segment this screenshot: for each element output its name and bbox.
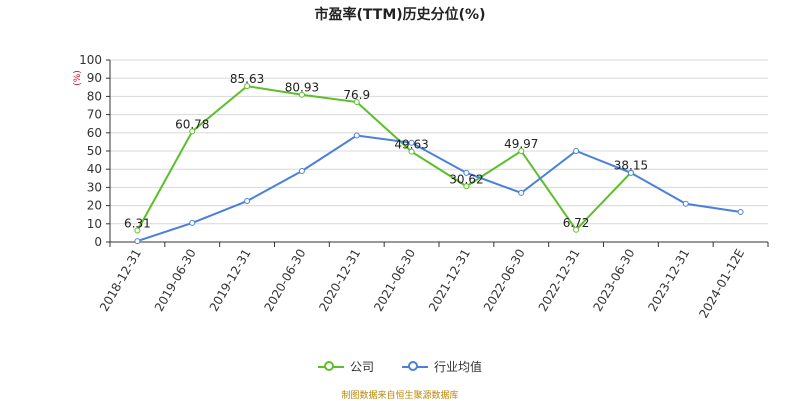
legend-label-industry-average: 行业均值 [434, 360, 483, 374]
x-tick-label: 2018-12-31 [97, 247, 144, 314]
x-tick-label: 2019-12-31 [207, 247, 254, 314]
y-unit-label: (%) [73, 70, 83, 86]
y-tick-label: 40 [87, 162, 102, 176]
x-tick-label: 2023-06-30 [591, 247, 638, 314]
y-tick-label: 100 [79, 53, 102, 67]
series-point-1 [244, 198, 251, 205]
data-label: 49.63 [394, 138, 428, 152]
series-point-1 [518, 189, 525, 196]
chart-title: 市盈率(TTM)历史分位(%) [314, 7, 486, 23]
series-point-1 [189, 219, 196, 226]
y-tick-label: 10 [87, 217, 102, 231]
series-point-1 [573, 148, 580, 154]
data-label: 38.15 [614, 159, 648, 173]
series-point-0 [463, 183, 470, 190]
series-point-0 [573, 226, 580, 233]
x-tick-label: 2021-12-31 [426, 247, 473, 314]
data-label: 30.62 [449, 172, 483, 186]
y-tick-label: 0 [94, 235, 102, 249]
series-point-1 [463, 169, 470, 176]
data-label: 60.78 [175, 117, 209, 131]
source-note: 制图数据来自恒生聚源数据库 [341, 391, 459, 401]
series-point-0 [189, 128, 196, 135]
x-tick-label: 2024-01-12E [696, 247, 747, 321]
x-tick-label: 2022-12-31 [536, 247, 583, 314]
legend-swatch-industry-average [402, 360, 428, 373]
series-point-1 [737, 208, 744, 215]
series-point-1 [298, 168, 305, 175]
legend-label-company: 公司 [349, 360, 374, 374]
series-line-0 [136, 85, 632, 232]
series-lines [134, 83, 744, 245]
data-label: 49.97 [504, 137, 538, 151]
series-point-0 [408, 148, 415, 155]
x-tick-label: 2023-12-31 [645, 247, 692, 314]
x-tick-label: 2020-12-31 [316, 247, 363, 314]
series-point-0 [134, 227, 141, 234]
series-point-0 [244, 83, 251, 90]
series-point-0 [298, 91, 305, 98]
y-tick-label: 70 [87, 108, 102, 122]
data-labels: 6.31 60.78 85.63 80.93 76.9 49.63 30.62 49.97 6.… [124, 72, 648, 230]
x-tick-label: 2020-06-30 [262, 247, 309, 314]
data-label: 6.31 [124, 217, 151, 231]
data-label: 85.63 [230, 72, 264, 86]
series-point-1 [627, 169, 634, 176]
y-tick-label: 20 [87, 199, 102, 213]
x-tick-label: 2019-06-30 [152, 247, 199, 314]
series-point-1 [353, 132, 360, 139]
y-tick-label: 50 [87, 144, 102, 158]
series-point-1 [408, 139, 415, 146]
legend-swatch-company [317, 360, 344, 373]
legend-item-company[interactable]: 公司 [317, 358, 374, 375]
x-tick-label: 2021-06-30 [371, 247, 418, 314]
series-point-1 [682, 200, 689, 207]
data-label: 6.72 [563, 216, 590, 230]
x-tick-label: 2022-06-30 [481, 247, 528, 314]
y-tick-label: 30 [87, 180, 102, 194]
series-point-0 [353, 99, 360, 106]
series-line-1 [137, 134, 741, 243]
y-tick-label: 80 [87, 89, 102, 103]
legend-item-industry-average[interactable]: 行业均值 [402, 358, 482, 375]
legend: 公司 行业均值 [0, 358, 800, 375]
data-label: 80.93 [285, 81, 319, 95]
data-label: 76.9 [343, 88, 370, 102]
series-point-1 [134, 238, 141, 245]
series-point-0 [518, 148, 525, 155]
y-tick-label: 90 [87, 71, 102, 85]
y-tick-label: 60 [87, 126, 102, 140]
grid-lines [110, 59, 768, 225]
